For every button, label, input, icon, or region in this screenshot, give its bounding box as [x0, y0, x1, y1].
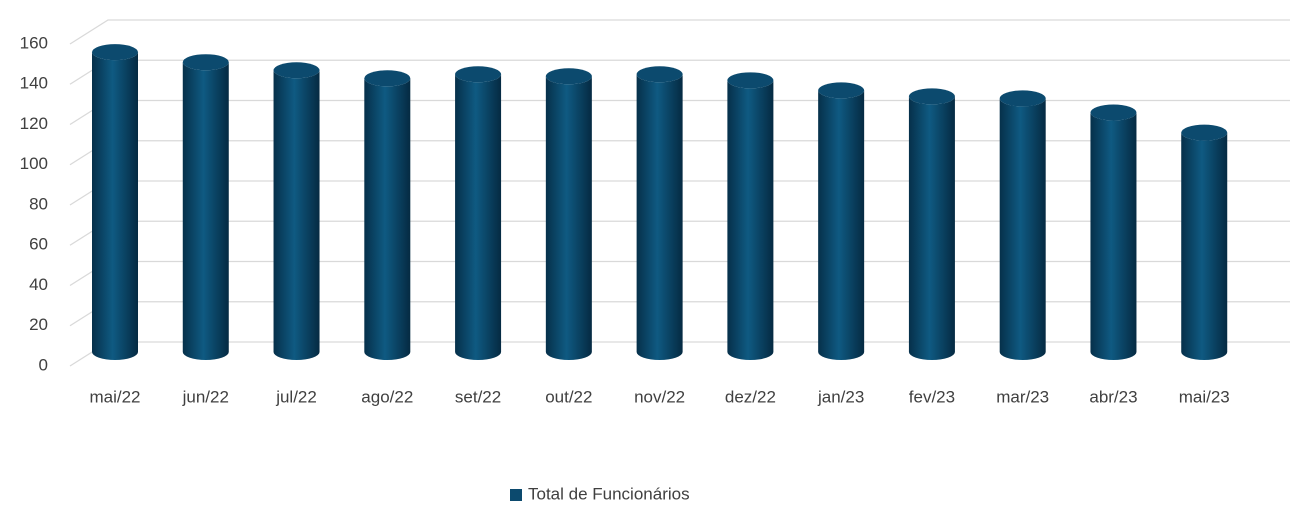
legend-label: Total de Funcionários — [528, 484, 690, 503]
bar — [818, 90, 865, 360]
x-tick-label: jul/22 — [275, 387, 317, 406]
x-tick-label: ago/22 — [361, 387, 413, 406]
bar-top — [1181, 124, 1228, 141]
bar — [727, 80, 774, 360]
grid-line — [69, 19, 1290, 45]
bar — [364, 78, 411, 361]
bar-top — [999, 90, 1046, 107]
bar-top — [727, 72, 774, 89]
bar-top — [455, 66, 502, 83]
x-tick-label: mai/23 — [1179, 387, 1230, 406]
bar — [455, 74, 502, 361]
y-tick-label: 40 — [29, 275, 48, 294]
bar — [545, 76, 592, 360]
y-tick-label: 60 — [29, 235, 48, 254]
y-tick-label: 20 — [29, 315, 48, 334]
x-tick-label: dez/22 — [725, 387, 776, 406]
x-tick-label: out/22 — [545, 387, 592, 406]
bar-top — [273, 62, 320, 79]
bar-top — [364, 70, 411, 87]
bar — [1181, 132, 1228, 360]
bar-top — [636, 66, 683, 83]
x-tick-label: fev/23 — [909, 387, 955, 406]
bar — [908, 96, 955, 360]
bar — [636, 74, 683, 361]
x-tick-label: jan/23 — [817, 387, 864, 406]
bar-top — [92, 44, 138, 61]
bar-top — [908, 88, 955, 105]
y-tick-label: 100 — [20, 154, 48, 173]
x-tick-label: mar/23 — [996, 387, 1049, 406]
bar — [1090, 112, 1137, 360]
bar-top — [545, 68, 592, 85]
y-tick-label: 160 — [20, 33, 48, 52]
bar-top — [1090, 104, 1137, 121]
bar — [999, 98, 1046, 360]
bar — [92, 52, 138, 360]
x-tick-label: nov/22 — [634, 387, 685, 406]
bar — [273, 70, 320, 360]
bar — [182, 62, 229, 360]
y-tick-label: 0 — [39, 355, 48, 374]
bar-top — [818, 82, 865, 99]
x-tick-label: set/22 — [455, 387, 501, 406]
y-tick-label: 120 — [20, 114, 48, 133]
x-tick-label: mai/22 — [89, 387, 140, 406]
bar-top — [182, 54, 229, 71]
x-tick-label: jun/22 — [182, 387, 229, 406]
legend-swatch — [510, 489, 522, 501]
y-tick-label: 140 — [20, 74, 48, 93]
x-tick-label: abr/23 — [1089, 387, 1137, 406]
y-tick-label: 80 — [29, 194, 48, 213]
